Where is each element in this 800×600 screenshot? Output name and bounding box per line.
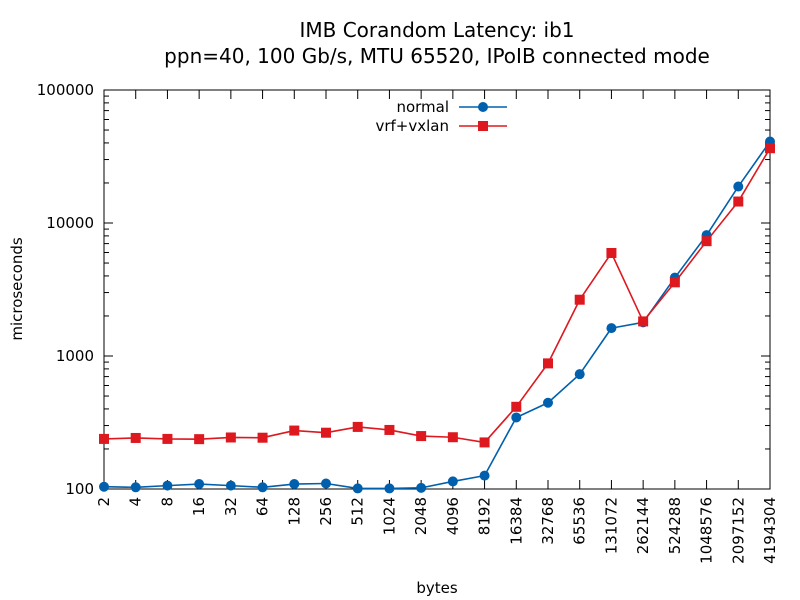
data-point: [479, 470, 490, 481]
series-layer: [99, 136, 775, 494]
data-point: [447, 432, 458, 443]
data-point: [638, 316, 649, 327]
legend-label: normal: [396, 98, 449, 116]
x-tick-label: 4096: [444, 497, 462, 535]
data-point: [289, 425, 300, 436]
y-tick-label: 100: [65, 480, 94, 498]
x-tick-label: 16384: [507, 497, 525, 545]
x-tick-label: 524288: [666, 497, 684, 554]
x-tick-label: 2: [95, 497, 113, 507]
data-point: [130, 482, 141, 493]
x-tick-label: 65536: [571, 497, 589, 545]
legend-item-0: normal: [396, 98, 507, 116]
data-point: [352, 483, 363, 494]
data-point: [543, 397, 553, 408]
x-tick-label: 4: [127, 497, 145, 507]
x-tick-label: 4194304: [761, 497, 779, 564]
data-point: [574, 369, 585, 380]
data-point: [416, 431, 427, 442]
data-point: [130, 432, 141, 443]
x-tick-label: 256: [317, 497, 335, 526]
x-tick-label: 1024: [380, 497, 398, 535]
data-point: [257, 432, 268, 443]
x-tick-label: 8: [158, 497, 176, 507]
x-tick-label: 2097152: [729, 497, 747, 564]
x-axis-label: bytes: [416, 579, 458, 597]
data-point: [606, 247, 617, 258]
data-point: [479, 437, 490, 448]
data-point: [99, 481, 109, 492]
data-point: [669, 277, 680, 288]
data-point: [384, 424, 395, 435]
data-point: [321, 427, 331, 438]
data-point: [765, 143, 775, 154]
chart-title: IMB Corandom Latency: ib1: [299, 18, 574, 42]
y-tick-label: 1000: [56, 347, 94, 365]
legend-marker: [478, 121, 488, 131]
x-tick-label: 512: [349, 497, 367, 526]
x-tick-label: 32: [222, 497, 240, 516]
plot-frame: [103, 89, 771, 490]
data-point: [162, 433, 173, 444]
x-tick-label: 262144: [634, 497, 652, 554]
data-point: [162, 480, 173, 491]
legend-label: vrf+vxlan: [375, 117, 449, 135]
data-point: [99, 433, 109, 444]
series-line: [103, 147, 771, 444]
data-point: [416, 482, 427, 493]
data-point: [194, 434, 205, 445]
x-axis: 2 4 8 16 32 64 128 256 512 1024 2048 4096 8192 16384 3…: [95, 90, 779, 564]
legend-item-1: vrf+vxlan: [375, 117, 507, 135]
series-line: [103, 141, 771, 490]
x-tick-label: 32768: [539, 497, 557, 545]
data-point: [257, 482, 268, 493]
y-axis: 100 1000 10000 100000: [37, 81, 770, 498]
data-point: [225, 432, 236, 443]
data-point: [511, 412, 522, 423]
x-tick-label: 1048576: [698, 497, 716, 564]
x-tick-label: 16: [190, 497, 208, 516]
data-point: [733, 196, 744, 207]
x-tick-label: 131072: [602, 497, 620, 554]
data-point: [225, 480, 236, 491]
data-point: [574, 294, 585, 305]
data-point: [511, 401, 522, 412]
data-point: [289, 479, 300, 490]
series-1: [99, 143, 775, 448]
data-point: [384, 483, 395, 494]
chart-subtitle: ppn=40, 100 Gb/s, MTU 65520, IPoIB conne…: [164, 44, 710, 68]
data-point: [606, 323, 617, 334]
data-point: [733, 181, 744, 192]
plot-border: [103, 89, 771, 490]
y-axis-label: microseconds: [8, 237, 26, 341]
y-tick-label: 100000: [37, 81, 94, 99]
x-tick-label: 128: [285, 497, 303, 526]
y-tick-label: 10000: [46, 214, 94, 232]
x-tick-label: 8192: [476, 497, 494, 535]
data-point: [447, 476, 458, 487]
data-point: [701, 236, 712, 247]
legend-marker: [478, 102, 488, 112]
data-point: [321, 478, 331, 489]
x-tick-label: 2048: [412, 497, 430, 535]
data-point: [543, 358, 553, 369]
data-point: [194, 479, 205, 490]
data-point: [352, 421, 363, 432]
x-tick-label: 64: [254, 497, 272, 516]
